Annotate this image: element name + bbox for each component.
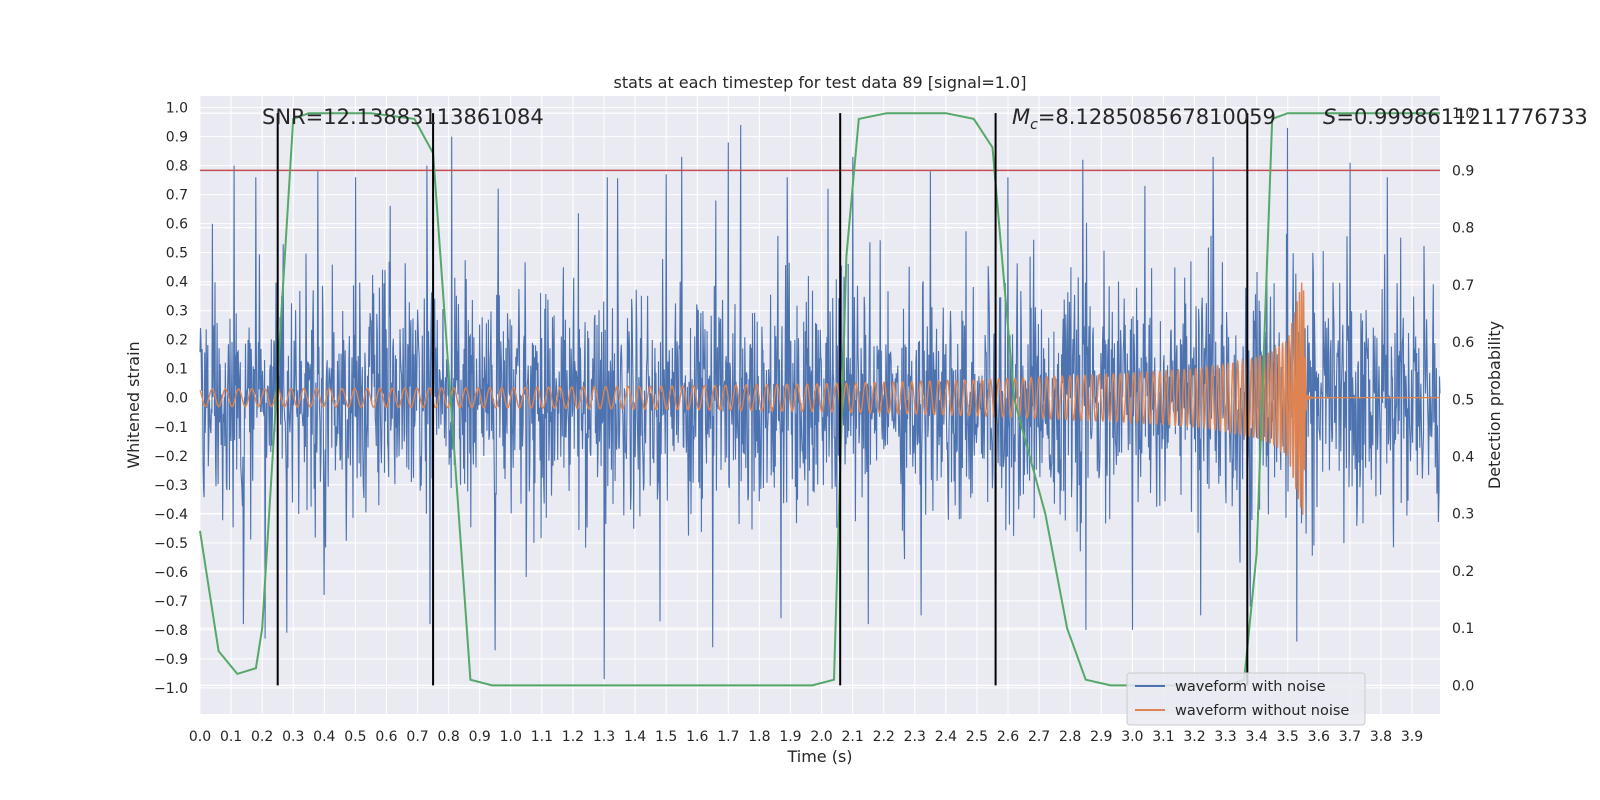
x-tick-label: 0.8	[437, 729, 459, 745]
y-tick-label-left: −0.5	[154, 536, 188, 552]
x-tick-label: 2.8	[1059, 729, 1081, 745]
x-tick-label: 0.7	[406, 729, 428, 745]
y-tick-label-right: 0.5	[1452, 392, 1474, 408]
y-tick-label-left: −0.9	[154, 652, 188, 668]
x-tick-label: 1.5	[655, 729, 677, 745]
y-tick-label-left: 0.8	[166, 159, 188, 175]
y-tick-label-right: 0.7	[1452, 278, 1474, 294]
y-tick-label-right: 1.0	[1452, 106, 1474, 122]
y-tick-label-left: −0.4	[154, 507, 188, 523]
x-tick-label: 0.9	[469, 729, 491, 745]
x-tick-label: 1.8	[748, 729, 770, 745]
x-tick-label: 1.1	[531, 729, 553, 745]
x-tick-label: 3.7	[1339, 729, 1361, 745]
x-tick-label: 2.2	[873, 729, 895, 745]
y-tick-label-left: 0.5	[166, 246, 188, 262]
x-tick-label: 1.9	[779, 729, 801, 745]
y-tick-label-left: 0.7	[166, 188, 188, 204]
score-value: =0.9998611211776733	[1336, 105, 1587, 129]
x-tick-label: 0.3	[282, 729, 304, 745]
legend-box	[1126, 672, 1366, 726]
clean-waveform-line	[199, 282, 1440, 515]
snr-annotation: SNR=12.13883113861084	[262, 105, 544, 129]
chirp-mass-annotation: Mc=8.128508567810059	[1012, 105, 1276, 133]
y-tick-label-right: 0.4	[1452, 450, 1474, 466]
y-tick-label-left: 0.9	[166, 130, 188, 146]
x-tick-label: 0.1	[220, 729, 242, 745]
x-tick-label: 1.4	[624, 729, 646, 745]
x-tick-label: 3.5	[1277, 729, 1299, 745]
noisy-waveform-series	[199, 124, 1441, 680]
x-tick-label: 2.0	[810, 729, 832, 745]
y-tick-label-left: 0.4	[166, 275, 188, 291]
y-tick-label-right: 0.2	[1452, 564, 1474, 580]
vertical-markers	[276, 113, 1249, 686]
x-tick-label: 2.7	[1028, 729, 1050, 745]
y-axis-label-left: Whitened strain	[124, 341, 143, 468]
x-tick-label: 1.3	[593, 729, 615, 745]
x-tick-label: 1.2	[562, 729, 584, 745]
y-tick-label-right: 0.8	[1452, 221, 1474, 237]
clean-waveform-series	[199, 282, 1440, 515]
y-tick-label-left: −0.8	[154, 623, 188, 639]
x-tick-label: 2.9	[1090, 729, 1112, 745]
y-tick-label-left: 0.6	[166, 217, 188, 233]
y-tick-label-left: 0.2	[166, 333, 188, 349]
x-tick-label: 3.2	[1183, 729, 1205, 745]
x-tick-label: 3.4	[1246, 729, 1268, 745]
x-tick-label: 2.1	[841, 729, 863, 745]
x-tick-label: 3.3	[1214, 729, 1236, 745]
legend-label-clean: waveform without noise	[1175, 703, 1349, 719]
legend-label-noisy: waveform with noise	[1175, 679, 1326, 695]
x-tick-label: 2.5	[966, 729, 988, 745]
score-annotation: S=0.9998611211776733	[1323, 105, 1588, 129]
grid	[199, 96, 1440, 714]
chart-title: stats at each timestep for test data 89 …	[614, 73, 1027, 92]
x-tick-label: 1.7	[717, 729, 739, 745]
score-symbol: S	[1323, 105, 1336, 129]
x-tick-label: 3.8	[1370, 729, 1392, 745]
x-tick-label: 1.0	[500, 729, 522, 745]
x-tick-label: 2.6	[997, 729, 1019, 745]
y-tick-label-right: 0.3	[1452, 507, 1474, 523]
x-tick-label: 2.3	[904, 729, 926, 745]
x-tick-labels: 0.0 0.1 0.2 0.3 0.4 0.5 0.6 0.7 0.8 0.9 1.0 1.1 1.2 1…	[189, 729, 1423, 745]
y-tick-label-left: −1.0	[154, 681, 188, 697]
y-tick-label-left: 1.0	[166, 101, 188, 117]
noisy-waveform-line	[199, 124, 1441, 680]
y-tick-label-left: −0.7	[154, 594, 188, 610]
x-tick-label: 3.9	[1401, 729, 1423, 745]
y-tick-labels-right: 1.0 0.9 0.8 0.7 0.6 0.5 0.4 0.3 0.2 0.1 0.0	[1452, 106, 1474, 694]
y-tick-label-left: 0.1	[166, 362, 188, 378]
x-tick-label: 2.4	[935, 729, 957, 745]
x-tick-label: 0.0	[189, 729, 211, 745]
y-tick-label-right: 0.9	[1452, 163, 1474, 179]
x-tick-label: 0.4	[313, 729, 335, 745]
y-tick-label-left: −0.6	[154, 565, 188, 581]
x-tick-label: 0.2	[251, 729, 273, 745]
x-tick-label: 3.6	[1308, 729, 1330, 745]
y-tick-label-left: 0.0	[166, 391, 188, 407]
chirp-mass-symbol: M	[1012, 105, 1030, 129]
y-tick-label-right: 0.6	[1452, 335, 1474, 351]
y-tick-label-left: −0.1	[154, 420, 188, 436]
x-tick-label: 1.6	[686, 729, 708, 745]
y-tick-label-left: 0.3	[166, 304, 188, 320]
x-tick-label: 0.5	[344, 729, 366, 745]
x-tick-label: 3.0	[1121, 729, 1143, 745]
x-axis-label: Time (s)	[786, 747, 852, 766]
chirp-mass-value: =8.128508567810059	[1038, 105, 1276, 129]
y-axis-label-right: Detection probability	[1485, 321, 1504, 489]
y-tick-label-right: 0.1	[1452, 621, 1474, 637]
y-tick-label-left: −0.3	[154, 478, 188, 494]
x-tick-label: 3.1	[1152, 729, 1174, 745]
legend: waveform with noise waveform without noi…	[1126, 672, 1366, 726]
y-tick-label-left: −0.2	[154, 449, 188, 465]
y-tick-labels-left: 1.0 0.9 0.8 0.7 0.6 0.5 0.4 0.3 0.2 0.1 0.0 −0.1 −0.…	[154, 101, 188, 697]
chirp-mass-subscript: c	[1030, 117, 1038, 133]
x-tick-label: 0.6	[375, 729, 397, 745]
y-tick-label-right: 0.0	[1452, 678, 1474, 694]
